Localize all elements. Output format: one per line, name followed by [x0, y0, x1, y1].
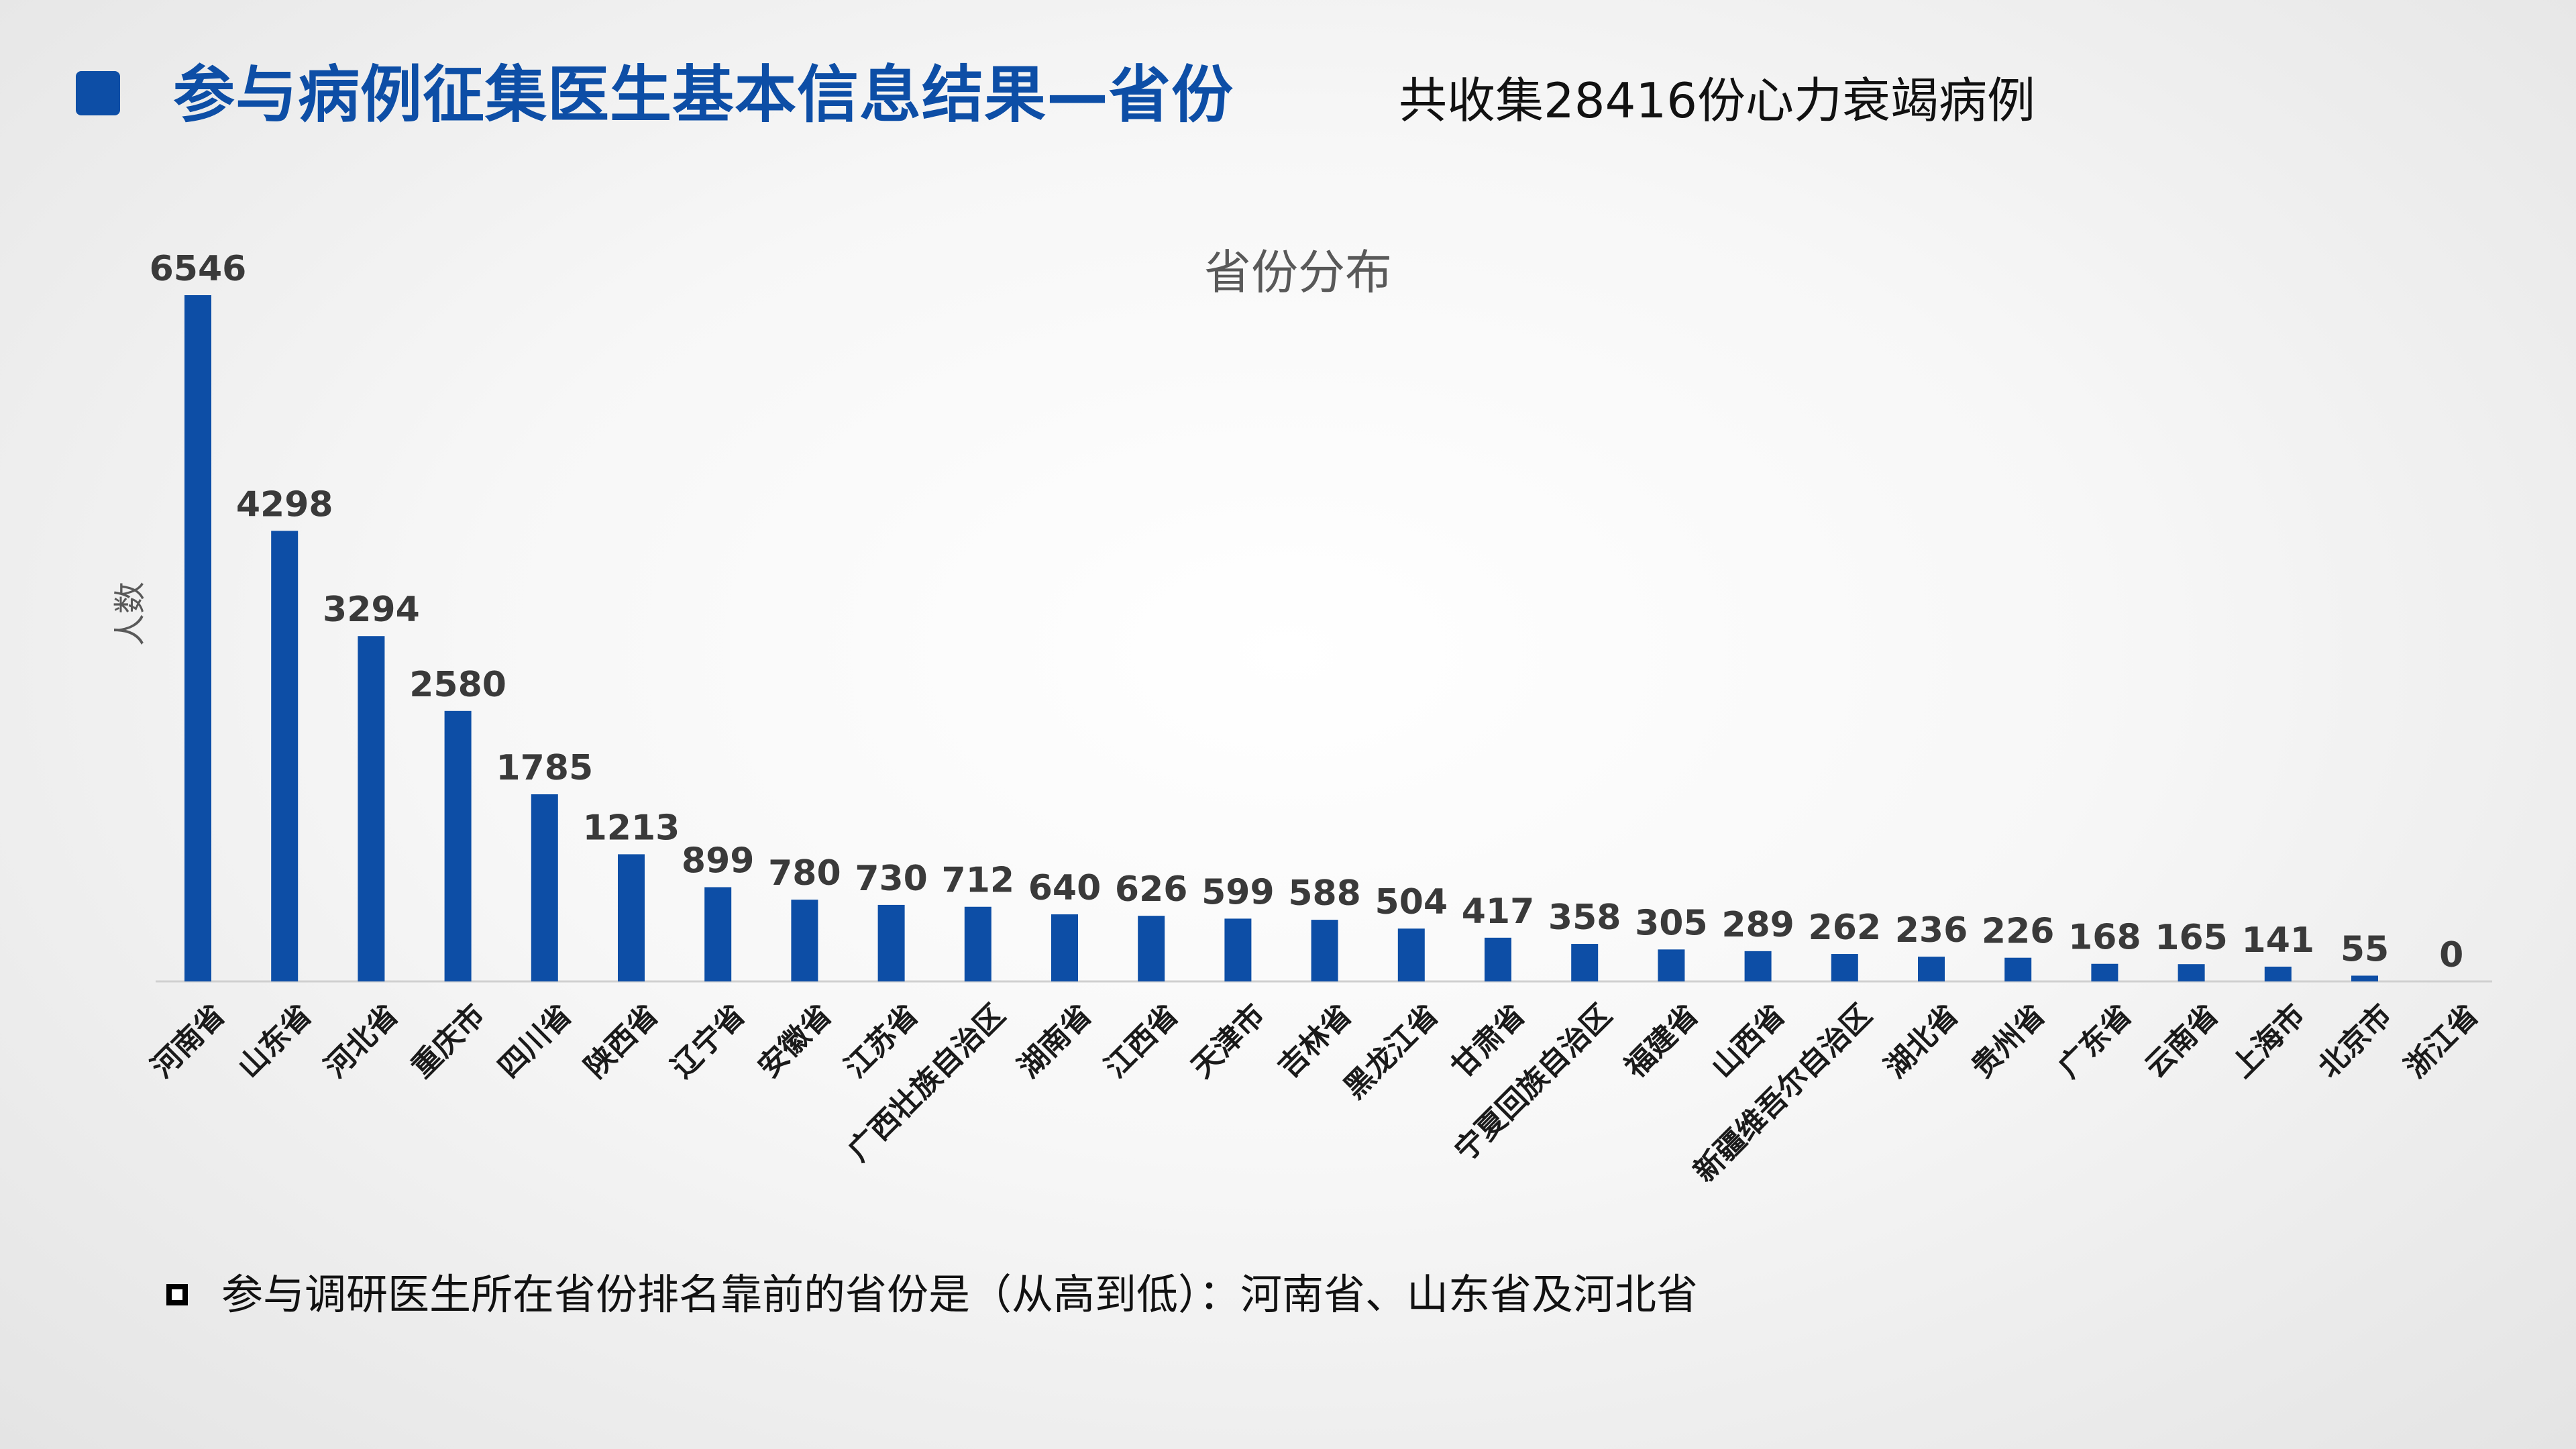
- bar: [358, 636, 385, 981]
- category-label: 安徽省: [751, 998, 838, 1084]
- data-label: 262: [1809, 908, 1882, 948]
- data-label: 899: [682, 841, 755, 881]
- bar: [1744, 951, 1772, 981]
- data-label: 0: [2439, 935, 2463, 975]
- page-subtitle: 共收集28416份心力衰竭病例: [1399, 72, 2036, 129]
- data-label: 599: [1201, 872, 1275, 912]
- bar: [271, 531, 299, 981]
- bar: [1397, 928, 1425, 981]
- category-label: 云南省: [2139, 998, 2225, 1084]
- category-label: 河北省: [318, 998, 405, 1084]
- bar: [1918, 957, 1945, 981]
- y-axis-label: 人数: [111, 582, 149, 646]
- bar: [2351, 975, 2378, 981]
- title-square-icon: [76, 71, 120, 115]
- data-label: 588: [1288, 873, 1361, 914]
- data-label: 730: [855, 859, 928, 899]
- bar: [1658, 949, 1685, 981]
- data-label: 417: [1462, 892, 1535, 932]
- data-label: 4298: [236, 484, 333, 525]
- category-label: 黑龙江省: [1338, 998, 1446, 1106]
- data-label: 165: [2155, 918, 2228, 958]
- category-label: 北京市: [2312, 998, 2398, 1084]
- bar: [791, 900, 818, 981]
- data-label: 1213: [583, 808, 680, 848]
- category-label: 湖北省: [1878, 998, 1965, 1084]
- data-label: 1785: [496, 748, 593, 788]
- bar: [1485, 937, 1511, 981]
- category-label: 江西省: [1098, 998, 1185, 1084]
- category-label: 广西壮族自治区: [841, 998, 1012, 1168]
- bullet-box-icon: [166, 1284, 188, 1305]
- data-label: 626: [1115, 869, 1188, 910]
- bar: [1138, 916, 1165, 981]
- category-label: 吉林省: [1272, 998, 1358, 1084]
- bar: [531, 794, 558, 981]
- category-label: 贵州省: [1965, 998, 2051, 1084]
- data-label: 6546: [150, 249, 247, 289]
- category-label: 河南省: [145, 998, 231, 1084]
- bar: [964, 906, 991, 981]
- bar: [1224, 918, 1252, 981]
- bar: [2264, 966, 2292, 981]
- data-label: 168: [2068, 918, 2141, 958]
- category-label: 四川省: [492, 998, 578, 1084]
- data-label: 780: [768, 853, 841, 894]
- bar: [1831, 954, 1858, 981]
- bar: [1311, 920, 1338, 981]
- data-label: 358: [1548, 898, 1621, 938]
- category-label: 湖南省: [1012, 998, 1098, 1084]
- summary-note: 参与调研医生所在省份排名靠前的省份是（从高到低）：河南省、山东省及河北省: [166, 1265, 1698, 1325]
- summary-note-text: 参与调研医生所在省份排名靠前的省份是（从高到低）：河南省、山东省及河北省: [221, 1270, 1699, 1319]
- data-label: 2580: [409, 665, 506, 705]
- bar: [1571, 944, 1599, 981]
- category-label: 宁夏回族自治区: [1448, 998, 1619, 1168]
- category-label: 福建省: [1618, 998, 1705, 1085]
- data-label: 226: [1982, 912, 2055, 952]
- data-label: 236: [1895, 910, 1968, 951]
- category-label: 重庆市: [405, 998, 492, 1084]
- data-label: 712: [942, 861, 1015, 901]
- data-label: 141: [2242, 920, 2315, 961]
- data-label: 640: [1028, 868, 1102, 908]
- bar: [877, 904, 905, 981]
- bar: [2091, 963, 2118, 981]
- data-label: 289: [1721, 905, 1794, 945]
- data-label: 305: [1635, 903, 1708, 943]
- category-label: 辽宁省: [665, 998, 751, 1084]
- bar: [2004, 957, 2032, 981]
- bar: [1051, 914, 1078, 981]
- category-label: 广东省: [2051, 998, 2138, 1084]
- bar: [2178, 964, 2205, 981]
- category-label: 山西省: [1705, 998, 1792, 1084]
- chart-title: 省份分布: [1204, 245, 1392, 300]
- bar: [704, 887, 732, 981]
- category-label: 江苏省: [839, 998, 925, 1084]
- category-label: 山东省: [231, 998, 318, 1084]
- category-label: 天津市: [1185, 998, 1271, 1084]
- bar: [444, 710, 472, 981]
- category-label: 浙江省: [2398, 998, 2485, 1084]
- category-label: 上海市: [2225, 998, 2312, 1084]
- data-label: 55: [2341, 929, 2389, 969]
- page-title: 参与病例征集医生基本信息结果—省份: [173, 59, 1234, 131]
- data-label: 3294: [323, 590, 420, 630]
- data-label: 504: [1375, 882, 1448, 922]
- bar: [618, 854, 645, 981]
- bar: [184, 295, 211, 981]
- category-label: 陕西省: [578, 998, 665, 1084]
- category-label: 甘肃省: [1445, 998, 1532, 1084]
